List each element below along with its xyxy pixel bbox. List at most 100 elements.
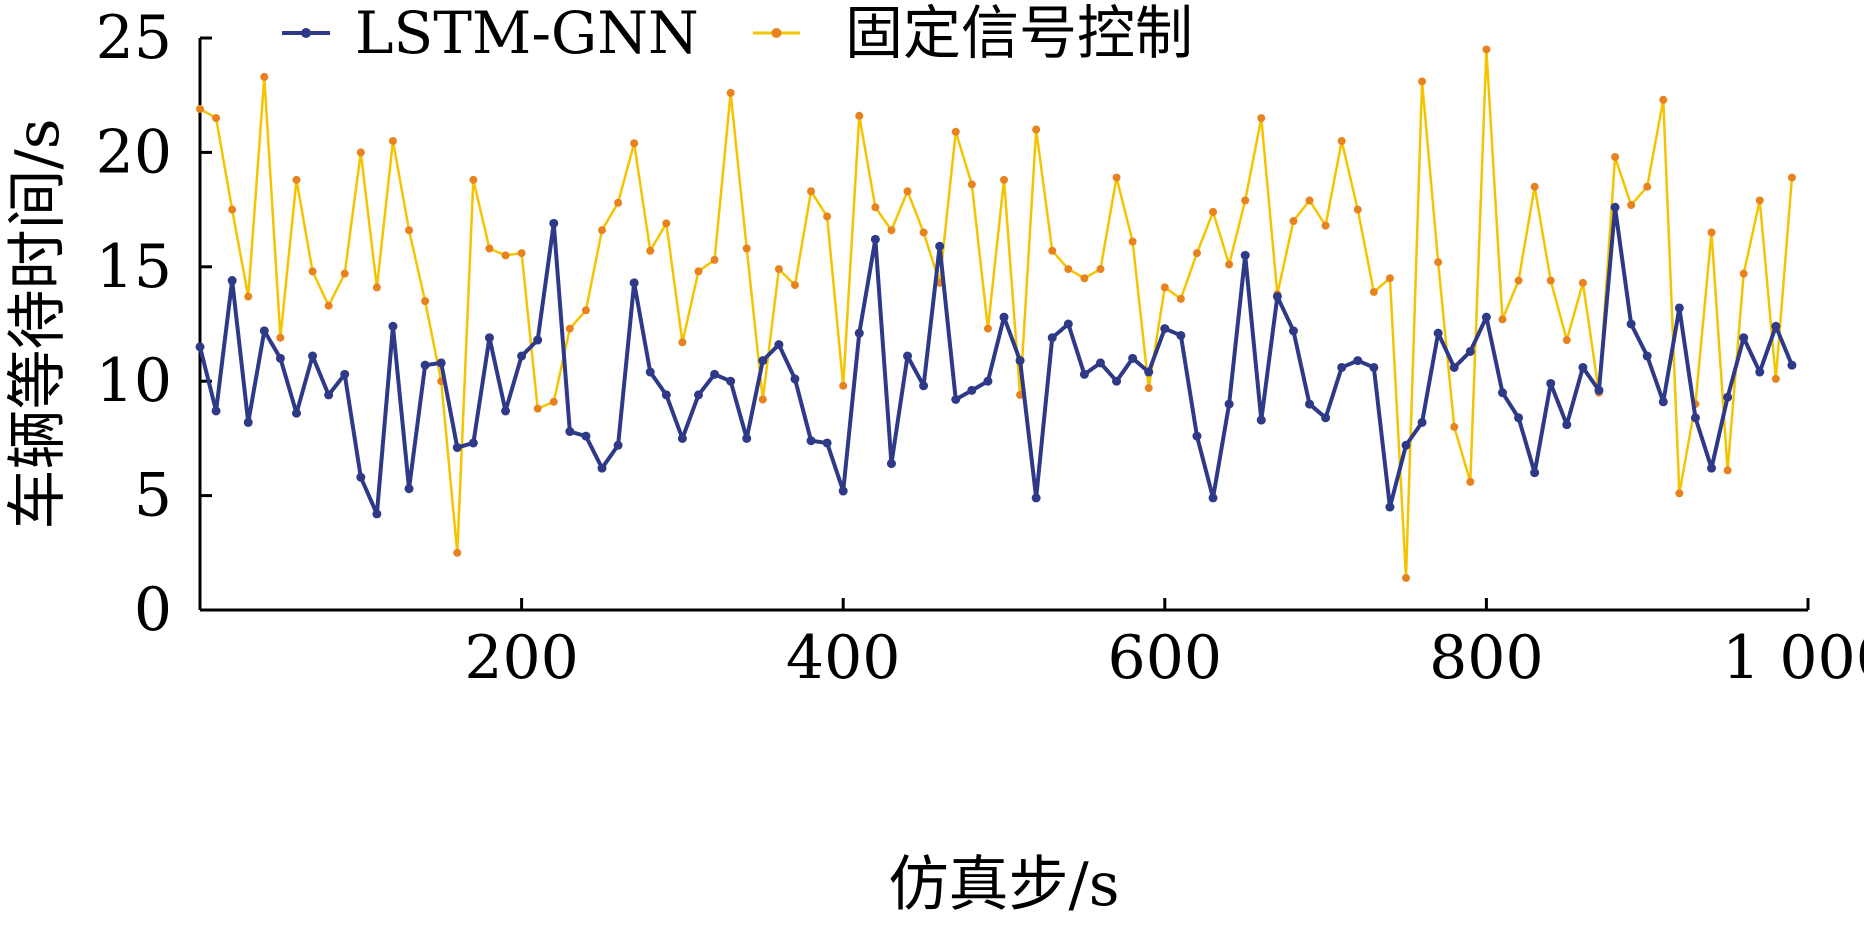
data-point: [388, 321, 398, 331]
data-point: [356, 472, 366, 482]
data-point: [1369, 362, 1379, 372]
y-tick-label: 20: [96, 117, 172, 187]
data-point: [1642, 351, 1652, 361]
data-point: [1144, 367, 1154, 377]
data-point: [549, 218, 559, 228]
data-point: [807, 187, 816, 196]
data-point: [790, 281, 799, 290]
data-point: [1675, 489, 1684, 498]
data-point: [1578, 362, 1588, 372]
data-point: [244, 292, 253, 301]
data-point: [196, 104, 204, 113]
data-point: [742, 433, 752, 443]
data-point: [1402, 573, 1410, 582]
data-point: [1353, 356, 1363, 366]
data-point: [1466, 477, 1475, 486]
legend-swatch-marker: [771, 28, 782, 38]
data-point: [1015, 356, 1025, 366]
data-point: [597, 463, 607, 473]
data-point: [372, 509, 382, 519]
data-point: [999, 312, 1009, 322]
data-point: [726, 376, 736, 386]
series-0: [195, 202, 1797, 519]
data-point: [1707, 228, 1716, 237]
data-point: [1063, 319, 1073, 329]
data-point: [452, 443, 462, 453]
data-point: [1095, 358, 1105, 368]
data-point: [291, 408, 301, 418]
data-point: [1079, 369, 1089, 379]
data-point: [1224, 399, 1234, 409]
legend-label: 固定信号控制: [845, 0, 1193, 67]
data-point: [919, 228, 928, 237]
data-point: [1305, 196, 1314, 205]
data-point: [565, 427, 575, 437]
data-point: [1401, 440, 1411, 450]
data-point: [661, 390, 671, 400]
series-layer: [195, 45, 1797, 582]
data-point: [228, 205, 237, 214]
data-point: [935, 241, 945, 251]
data-point: [1723, 392, 1733, 402]
data-point: [790, 374, 800, 384]
data-point: [420, 360, 430, 370]
data-point: [1658, 397, 1668, 407]
data-point: [1031, 493, 1041, 503]
data-point: [1112, 173, 1121, 182]
series-line: [198, 205, 1794, 516]
data-point: [1417, 417, 1427, 427]
data-point: [710, 255, 719, 264]
data-point: [1739, 333, 1749, 343]
data-point: [983, 376, 993, 386]
data-point: [1578, 278, 1587, 287]
data-point: [292, 175, 301, 184]
legend: LSTM-GNN 固定信号控制: [282, 0, 1193, 67]
data-point: [1176, 330, 1186, 340]
data-point: [1160, 283, 1169, 292]
data-point: [421, 297, 430, 306]
legend-swatch-marker: [301, 28, 311, 38]
data-point: [1546, 378, 1556, 388]
data-point: [517, 249, 526, 258]
data-point: [308, 267, 317, 276]
data-point: [275, 353, 285, 363]
data-point: [1449, 362, 1459, 372]
data-point: [613, 440, 623, 450]
data-point: [855, 111, 864, 120]
data-point: [646, 246, 655, 255]
data-point: [1289, 217, 1298, 226]
data-point: [469, 175, 478, 184]
data-point: [1418, 77, 1427, 86]
data-point: [1674, 303, 1684, 313]
data-point: [886, 459, 896, 469]
data-point: [453, 548, 462, 557]
data-point: [1514, 276, 1523, 285]
data-point: [726, 88, 735, 97]
data-point: [758, 395, 767, 404]
data-point: [259, 326, 269, 336]
data-point: [1771, 374, 1780, 383]
series-1: [196, 45, 1796, 582]
data-point: [501, 251, 510, 260]
data-point: [903, 351, 913, 361]
y-ticks: 0 5 10 15 20 25: [96, 3, 212, 645]
data-point: [436, 358, 446, 368]
x-tick-label: 1 000: [1722, 623, 1864, 693]
data-point: [1707, 463, 1717, 473]
data-point: [517, 351, 527, 361]
data-point: [1047, 333, 1057, 343]
data-point: [630, 139, 639, 148]
data-point: [565, 324, 574, 333]
data-point: [1611, 152, 1620, 161]
data-point: [1272, 292, 1282, 302]
data-point: [1434, 258, 1443, 267]
data-point: [1080, 274, 1089, 283]
data-point: [1385, 274, 1394, 283]
data-point: [1610, 202, 1620, 212]
data-point: [1032, 125, 1041, 134]
data-point: [581, 431, 591, 441]
data-point: [324, 301, 333, 310]
data-point: [1128, 353, 1138, 363]
data-point: [1064, 265, 1073, 274]
